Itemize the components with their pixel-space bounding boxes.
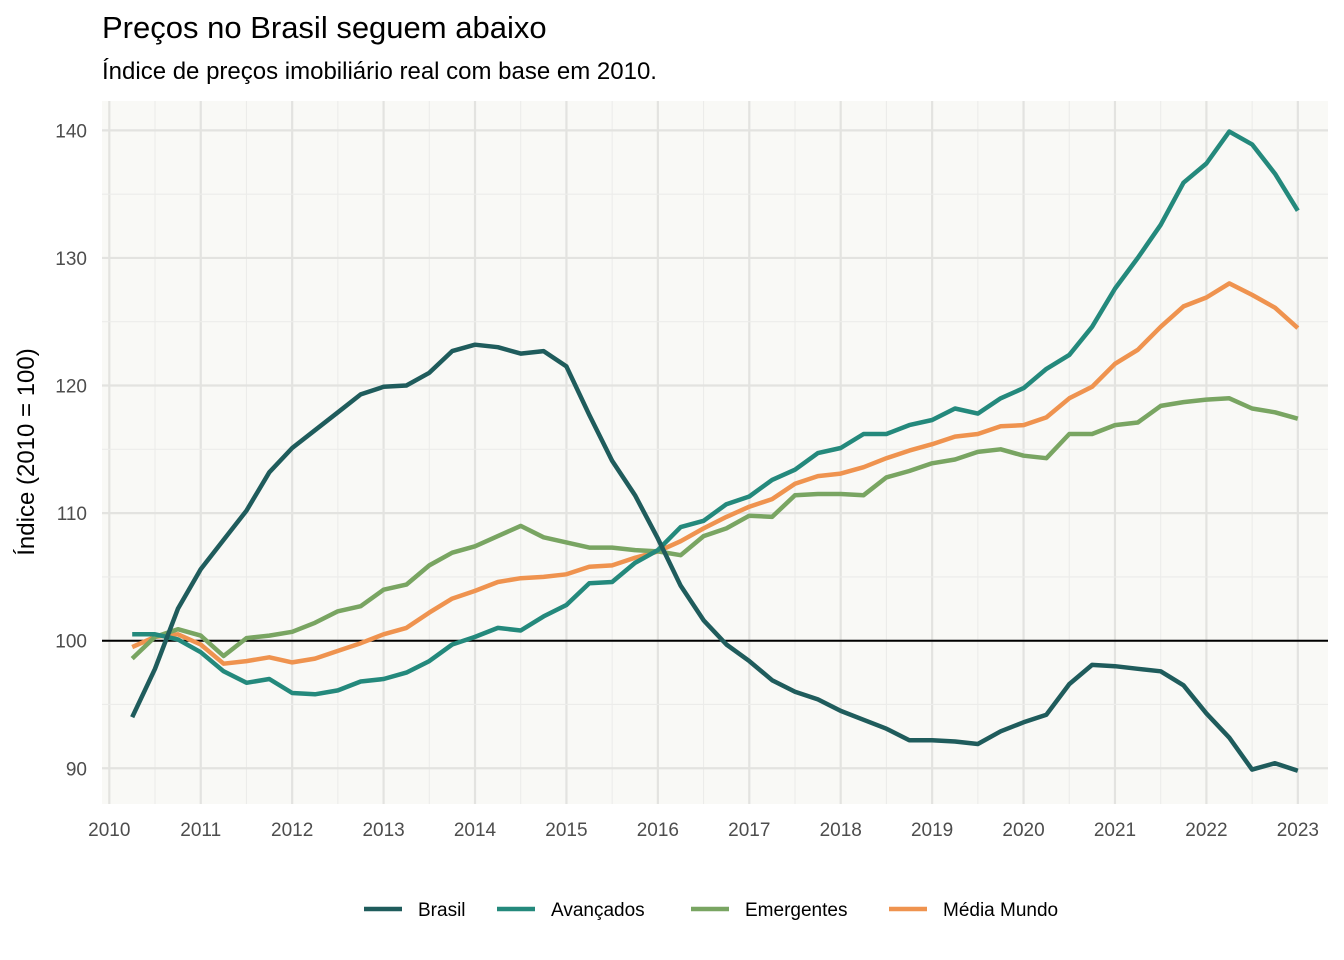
series-lines bbox=[130, 129, 1300, 773]
x-tick-label: 2011 bbox=[180, 820, 221, 841]
legend: Brasil Avançados Emergentes Média Mundo bbox=[364, 900, 1058, 921]
chart-title: Preços no Brasil seguem abaixo bbox=[102, 10, 547, 45]
x-tick-label: 2010 bbox=[88, 820, 130, 841]
x-tick-label: 2021 bbox=[1094, 820, 1136, 841]
x-tick-label: 2012 bbox=[271, 820, 313, 841]
y-tick-label: 100 bbox=[55, 632, 87, 653]
legend-label: Média Mundo bbox=[943, 900, 1058, 921]
x-tick-label: 2018 bbox=[820, 820, 862, 841]
x-tick-label: 2023 bbox=[1277, 820, 1319, 841]
x-tick-label: 2016 bbox=[637, 820, 679, 841]
x-tick-label: 2013 bbox=[362, 820, 404, 841]
x-tick-label: 2022 bbox=[1185, 820, 1227, 841]
legend-label: Brasil bbox=[418, 900, 466, 921]
y-tick-label: 110 bbox=[57, 504, 87, 525]
plot-panel bbox=[102, 101, 1328, 804]
x-tick-label: 2017 bbox=[728, 820, 770, 841]
x-axis-ticks: 2010 2011 2012 2013 2014 2015 2016 2017 2018 2019… bbox=[88, 820, 1319, 841]
y-tick-label: 120 bbox=[55, 377, 87, 398]
series-line-média-mundo bbox=[131, 281, 1300, 666]
y-axis-ticks: 90 100 110 120 130 140 bbox=[55, 121, 87, 780]
x-tick-label: 2015 bbox=[545, 820, 587, 841]
series-line-emergentes bbox=[130, 396, 1299, 661]
legend-label: Avançados bbox=[551, 900, 645, 921]
x-tick-label: 2020 bbox=[1002, 820, 1044, 841]
series-line-brasil bbox=[130, 342, 1299, 773]
series-line-avançados bbox=[132, 129, 1300, 697]
y-tick-label: 130 bbox=[55, 249, 87, 270]
legend-label: Emergentes bbox=[745, 900, 847, 921]
chart-subtitle: Índice de preços imobiliário real com ba… bbox=[102, 58, 657, 85]
x-tick-label: 2019 bbox=[911, 820, 953, 841]
y-axis-label: Índice (2010 = 100) bbox=[13, 348, 40, 555]
x-tick-label: 2014 bbox=[454, 820, 497, 841]
y-tick-label: 90 bbox=[66, 759, 87, 780]
y-tick-label: 140 bbox=[55, 121, 87, 142]
